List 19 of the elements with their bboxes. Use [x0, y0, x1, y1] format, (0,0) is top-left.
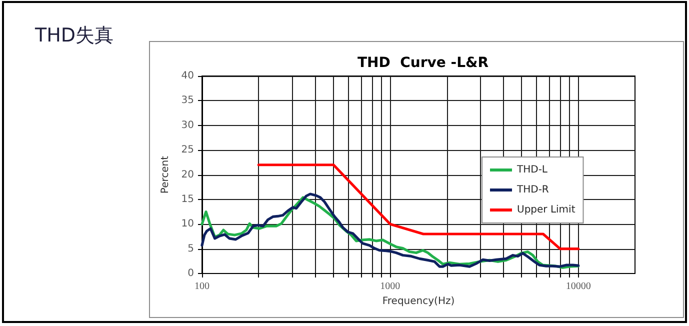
x-tick-label: 1000: [380, 281, 400, 292]
y-axis-title: Percent: [160, 156, 171, 194]
y-tick-label: 40: [181, 70, 194, 82]
y-tick-label: 10: [181, 218, 194, 230]
y-tick-label: 0: [188, 268, 194, 279]
y-tick-label: 5: [188, 243, 194, 254]
y-tick-label: 30: [181, 120, 194, 131]
x-tick-label: 10000: [566, 281, 591, 292]
chart-subtitle: THD Curve -L&R: [358, 55, 489, 71]
y-tick-label: 25: [181, 144, 194, 156]
x-tick-label: 100: [194, 281, 210, 292]
chart-title: THD失真: [34, 24, 114, 46]
y-tick-label: 20: [181, 169, 194, 180]
y-tick-label: 35: [181, 95, 194, 106]
legend-label: THD-L: [516, 164, 548, 176]
legend-label: THD-R: [516, 184, 549, 196]
y-tick-label: 15: [181, 194, 194, 205]
x-axis-title: Frequency(Hz): [382, 296, 455, 307]
legend-label: Upper Limit: [517, 204, 576, 216]
